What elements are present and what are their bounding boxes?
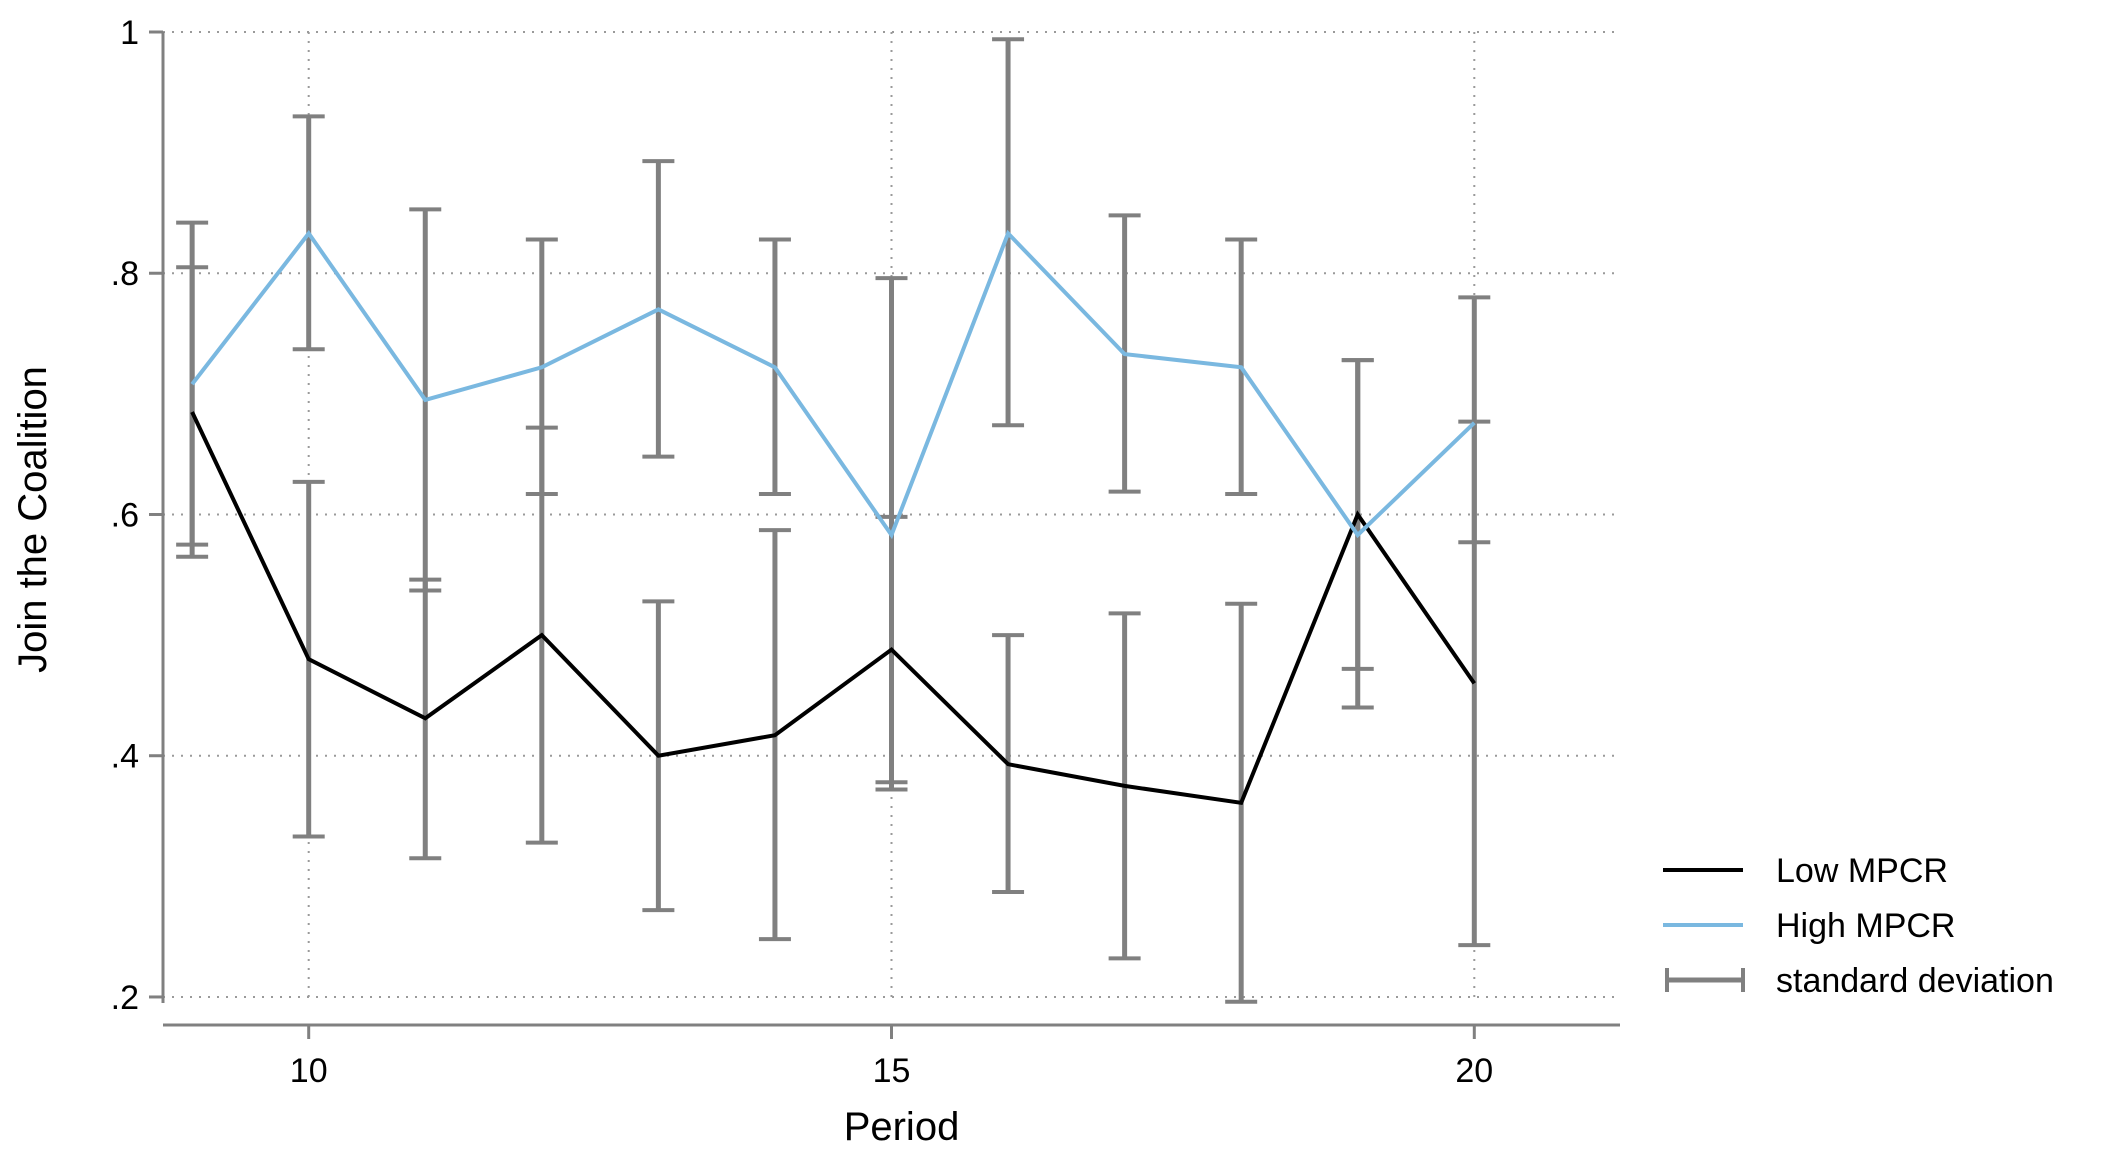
legend-item: High MPCR bbox=[1663, 907, 1955, 945]
axes-layer: .2 .4 .6 .8 1 10 15 20 Period Join the Coalition bbox=[11, 14, 1620, 1149]
legend-item: standard deviation bbox=[1665, 962, 2054, 1000]
legend-item: Low MPCR bbox=[1663, 852, 1948, 890]
legend: Low MPCR High MPCR standard deviation bbox=[1663, 852, 2054, 1000]
x-tick-label: 20 bbox=[1455, 1052, 1493, 1090]
legend-label: Low MPCR bbox=[1776, 852, 1948, 890]
legend-label: standard deviation bbox=[1776, 962, 2054, 1000]
x-axis-title: Period bbox=[844, 1105, 960, 1149]
x-tick-label: 10 bbox=[290, 1052, 328, 1090]
series-layer bbox=[190, 229, 1476, 806]
y-tick-label: .8 bbox=[111, 255, 139, 293]
series-line-high-mpcr bbox=[190, 229, 1476, 540]
legend-label: High MPCR bbox=[1776, 907, 1955, 945]
error-bar-layer bbox=[176, 37, 1491, 1004]
series-line-low-mpcr bbox=[190, 411, 1476, 806]
y-axis-title: Join the Coalition bbox=[11, 366, 55, 673]
y-tick-label: .6 bbox=[111, 496, 139, 534]
y-tick-label: .2 bbox=[111, 979, 139, 1017]
x-tick-label: 15 bbox=[873, 1052, 911, 1090]
y-tick-label: .4 bbox=[111, 738, 139, 776]
y-tick-label: 1 bbox=[120, 14, 139, 52]
